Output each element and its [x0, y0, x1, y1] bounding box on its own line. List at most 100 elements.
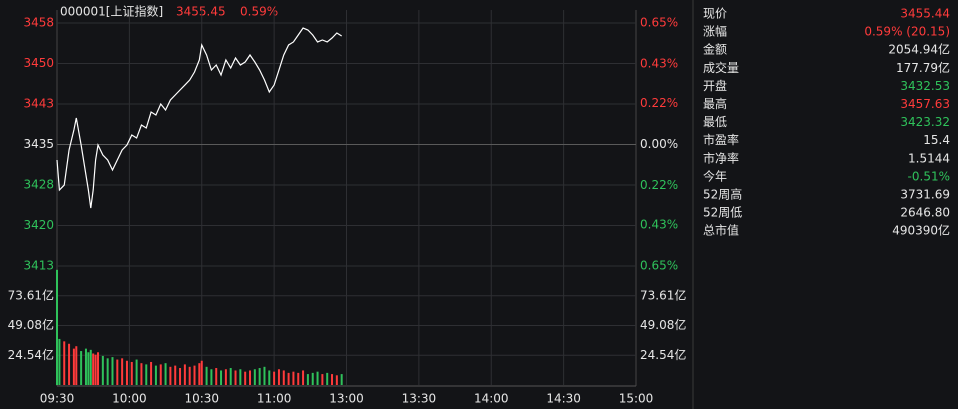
x-tick-label: 15:00 [619, 392, 654, 406]
volume-bar [111, 357, 114, 385]
volume-bar [340, 374, 343, 385]
volume-bar [188, 366, 191, 385]
volume-bar [92, 353, 95, 385]
quote-label: 最高 [703, 96, 727, 111]
quote-label: 总市值 [703, 223, 739, 238]
volume-bar [200, 360, 203, 385]
volume-bar [268, 370, 271, 385]
volume-bar [121, 358, 124, 385]
index-price: 3455.45 [176, 5, 226, 19]
volume-bar [116, 359, 119, 385]
quote-value: 15.4 [923, 133, 950, 147]
y2-tick-label: 0.00% [640, 137, 678, 151]
volume-bar [135, 359, 138, 385]
quote-label: 市净率 [703, 150, 739, 165]
volume-bar [287, 372, 290, 385]
volume-bar [297, 372, 300, 385]
quote-label: 今年 [703, 168, 727, 183]
volume-bar [130, 361, 133, 385]
volume-bar [72, 348, 75, 385]
vol-tick-label: 24.54亿 [640, 347, 686, 362]
y-tick-label: 3428 [23, 177, 54, 191]
vol-tick-label: 73.61亿 [640, 287, 686, 302]
x-tick-label: 13:30 [402, 392, 437, 406]
volume-bar [68, 343, 71, 385]
quote-value: 177.79亿 [896, 60, 950, 75]
quote-value: 2054.94亿 [888, 42, 950, 57]
y2-tick-label: 0.22% [640, 178, 678, 192]
y-tick-label: 3450 [23, 56, 54, 70]
quote-value: 3457.63 [900, 97, 950, 111]
volume-bar [145, 364, 148, 385]
volume-bar [316, 371, 319, 385]
index-name: 000001[上证指数] [60, 4, 163, 19]
volume-bar [326, 372, 329, 385]
quote-value: 0.59% (20.15) [864, 25, 950, 39]
volume-bar [292, 371, 295, 385]
volume-bar [239, 369, 242, 385]
volume-bar [249, 370, 251, 385]
volume-bar [229, 368, 232, 385]
y2-tick-label: 0.43% [640, 217, 678, 231]
volume-bar [84, 348, 87, 385]
volume-bar [306, 374, 309, 385]
volume-bar [164, 363, 167, 385]
quote-label: 现价 [703, 7, 727, 21]
quote-label: 最低 [703, 115, 727, 129]
volume-bar [101, 355, 104, 385]
volume-bar [94, 354, 97, 385]
y-tick-label: 3435 [23, 137, 54, 151]
quote-value: 3455.44 [900, 7, 950, 21]
volume-bar [174, 365, 177, 385]
x-tick-label: 11:00 [257, 392, 292, 406]
volume-bar [87, 352, 90, 385]
volume-bar [56, 269, 58, 385]
quote-value: -0.51% [908, 169, 950, 183]
y-tick-label: 3443 [23, 97, 54, 111]
y2-tick-label: 0.22% [640, 96, 678, 110]
volume-bar [80, 351, 83, 385]
x-tick-label: 10:00 [112, 392, 147, 406]
quote-label: 开盘 [703, 78, 727, 93]
volume-bar [183, 364, 186, 385]
volume-bar [89, 349, 92, 385]
volume-bar [198, 363, 201, 385]
y2-tick-label: 0.65% [640, 259, 678, 273]
volume-bar [263, 366, 266, 385]
y2-tick-label: 0.65% [640, 16, 678, 30]
volume-bar [125, 360, 128, 385]
volume-bar [58, 338, 61, 385]
vol-tick-label: 73.61亿 [8, 287, 54, 302]
quote-label: 涨幅 [703, 24, 727, 39]
volume-bar [97, 352, 100, 385]
quote-label: 成交量 [703, 60, 739, 75]
vol-tick-label: 49.08亿 [640, 317, 686, 332]
quote-value: 3432.53 [900, 79, 950, 93]
x-tick-label: 14:00 [474, 392, 509, 406]
x-tick-label: 14:30 [546, 392, 581, 406]
volume-bar [311, 372, 314, 385]
volume-bar [210, 369, 213, 385]
volume-bar [258, 368, 261, 385]
volume-bar [282, 370, 285, 385]
volume-bar [75, 346, 78, 385]
y2-tick-label: 0.43% [640, 57, 678, 71]
volume-bar [150, 361, 153, 385]
x-tick-label: 10:30 [184, 392, 219, 406]
volume-bar [277, 369, 280, 385]
volume-bar [106, 358, 109, 385]
volume-bar [335, 375, 338, 385]
volume-bar [220, 370, 223, 385]
quote-value: 3423.32 [900, 115, 950, 129]
volume-bar [205, 366, 208, 385]
quote-label: 52周高 [703, 187, 742, 202]
volume-bar [244, 371, 247, 385]
volume-bar [302, 370, 305, 385]
price-line [56, 27, 342, 209]
vol-tick-label: 49.08亿 [8, 317, 54, 332]
volume-bar [169, 366, 172, 385]
quote-label: 金额 [703, 42, 727, 57]
volume-bar [321, 374, 324, 385]
volume-bar [63, 341, 66, 385]
